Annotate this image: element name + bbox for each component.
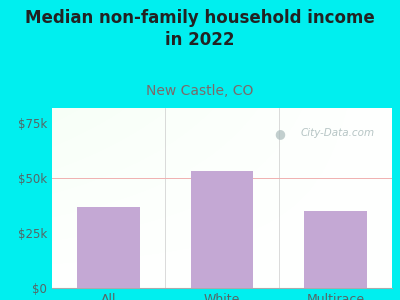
Text: City-Data.com: City-Data.com [300, 128, 374, 138]
Bar [191, 171, 253, 288]
Text: New Castle, CO: New Castle, CO [146, 84, 254, 98]
Bar [304, 211, 366, 288]
Text: Median non-family household income
in 2022: Median non-family household income in 20… [25, 9, 375, 49]
Text: ●: ● [274, 127, 285, 140]
Bar [78, 207, 140, 288]
